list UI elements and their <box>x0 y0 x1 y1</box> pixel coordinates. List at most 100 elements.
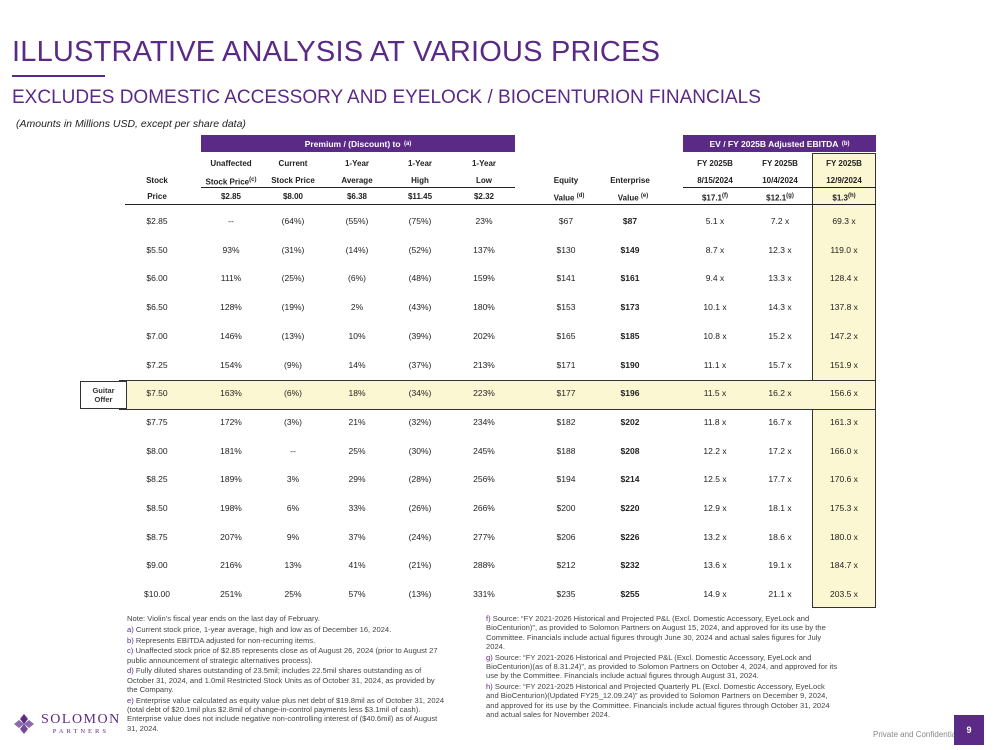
cell-fy2: 13.3 x <box>768 273 792 284</box>
cell-high: (32%) <box>408 416 432 427</box>
cell-fy1: 8.7 x <box>705 244 725 255</box>
table-row: $2.85 -- (64%) (55%) (75%) 23% $67 $87 5.1 x 7.2 … <box>0 207 999 236</box>
hdr-current-l2: Stock Price <box>271 176 315 185</box>
cell-avg: 10% <box>348 330 366 341</box>
cell-equity: $177 <box>556 388 576 399</box>
ev-banner: EV / FY 2025B Adjusted EBITDA (b) <box>683 135 876 152</box>
cell-enterprise: $226 <box>620 531 640 542</box>
table-row: $6.00 111% (25%) (6%) (48%) 159% $141 $161 9.4 x… <box>0 264 999 293</box>
cell-fy3: 175.3 x <box>830 503 858 513</box>
cell-stock-price: $5.50 <box>146 244 168 255</box>
cell-fy3: 137.8 x <box>830 302 858 313</box>
cell-stock-price: $10.00 <box>144 589 170 600</box>
cell-equity: $194 <box>556 474 576 485</box>
hdr-enterprise-sup: (e) <box>640 193 649 199</box>
cell-high: (28%) <box>408 474 432 485</box>
cell-low: 331% <box>473 589 495 600</box>
cell-fy2: 19.1 x <box>768 560 792 571</box>
cell-current: (19%) <box>281 302 305 313</box>
amounts-note: (Amounts in Millions USD, except per sha… <box>16 118 246 130</box>
table-row: $8.50 198% 6% 33% (26%) 266% $200 $220 12.9 x 18.… <box>0 494 999 523</box>
cell-avg: 29% <box>348 474 366 485</box>
cell-equity: $171 <box>556 359 576 370</box>
table-row: $8.75 207% 9% 37% (24%) 277% $206 $226 13.2 x 18.… <box>0 523 999 552</box>
footnote: b) Represents EBITDA adjusted for non-re… <box>127 636 447 645</box>
hdr-equity-sup: (d) <box>576 193 585 199</box>
cell-avg: 21% <box>348 416 366 427</box>
cell-fy3: 170.6 x <box>830 474 858 485</box>
cell-enterprise: $87 <box>622 216 638 226</box>
cell-fy3: 128.4 x <box>830 273 858 284</box>
cell-equity: $188 <box>556 445 576 456</box>
footnote-key: h) <box>486 682 493 692</box>
hdr-fy2-val: $12.1(g) <box>748 191 812 204</box>
cell-low: 256% <box>473 474 495 485</box>
footnote-key: e) <box>127 695 134 705</box>
cell-current: (6%) <box>284 388 302 399</box>
header-rule-ev <box>683 187 876 188</box>
logo-mark-icon <box>14 714 34 734</box>
footnotes-right: f) Source: “FY 2021-2026 Historical and … <box>486 614 838 721</box>
cell-fy1: 13.2 x <box>703 531 727 542</box>
hdr-high-l1: 1-Year <box>407 159 433 168</box>
hdr-fy2-l2: 10/4/2024 <box>762 176 798 185</box>
cell-fy1: 12.2 x <box>703 445 727 456</box>
cell-unaffected: 181% <box>220 445 242 456</box>
cell-low: 213% <box>473 359 495 370</box>
footnote: d) Fully diluted shares outstanding of 2… <box>127 666 447 694</box>
cell-fy2: 17.7 x <box>768 474 792 485</box>
cell-stock-price: $6.00 <box>146 273 168 284</box>
cell-enterprise: $161 <box>620 273 640 284</box>
cell-fy2: 15.7 x <box>768 359 792 370</box>
cell-current: -- <box>290 445 296 456</box>
cell-low: 223% <box>473 388 495 399</box>
cell-avg: (14%) <box>345 244 369 255</box>
cell-current: (13%) <box>281 330 305 341</box>
cell-fy3: 180.0 x <box>830 531 858 542</box>
cell-unaffected: 216% <box>220 560 242 571</box>
footnote-key: b) <box>127 635 134 645</box>
hdr-avg-val: $6.38 <box>346 192 368 201</box>
hdr-unaffected-l2: Stock Price(c) <box>198 175 264 188</box>
footnote-text: Fully diluted shares outstanding of 23.5… <box>127 666 435 695</box>
table-row: $9.00 216% 13% 41% (21%) 288% $212 $232 13.6 x 19… <box>0 551 999 580</box>
cell-unaffected: 154% <box>220 359 242 370</box>
hdr-enterprise-l3: Value (e) <box>600 191 666 204</box>
cell-high: (37%) <box>408 359 432 370</box>
hdr-stock-l2: Stock <box>146 176 168 185</box>
offer-label-line1: Guitar <box>92 385 115 395</box>
table-row: $8.00 181% -- 25% (30%) 245% $188 $208 12.2 x 17.… <box>0 437 999 466</box>
cell-fy3: 161.3 x <box>830 416 858 427</box>
cell-high: (75%) <box>408 216 432 226</box>
cell-fy2: 17.2 x <box>768 445 792 456</box>
cell-avg: (6%) <box>348 273 366 284</box>
cell-stock-price: $8.25 <box>146 474 168 485</box>
cell-fy2: 21.1 x <box>768 589 792 600</box>
cell-low: 266% <box>473 503 495 513</box>
premium-banner-sup: (a) <box>403 140 412 147</box>
cell-unaffected: 251% <box>220 589 242 600</box>
cell-enterprise: $208 <box>620 445 640 456</box>
confidential-notice: Private and Confidential <box>873 730 958 739</box>
logo-subtext: PARTNERS <box>52 727 109 735</box>
cell-stock-price: $2.85 <box>146 216 168 226</box>
cell-fy1: 11.5 x <box>703 388 727 399</box>
hdr-fy1-val-text: $17.1 <box>701 193 723 203</box>
page-number: 9 <box>954 715 984 745</box>
cell-high: (52%) <box>408 244 432 255</box>
cell-equity: $212 <box>556 560 576 571</box>
footnote-text: Note: Violin’s fiscal year ends on the l… <box>127 614 320 623</box>
cell-low: 159% <box>473 273 495 284</box>
cell-stock-price: $7.50 <box>146 388 168 399</box>
cell-current: 9% <box>286 531 300 542</box>
cell-stock-price: $7.25 <box>146 359 168 370</box>
cell-current: 3% <box>286 474 300 485</box>
table-row: $7.00 146% (13%) 10% (39%) 202% $165 $185 10.8 x… <box>0 322 999 351</box>
table-row: $7.50 163% (6%) 18% (34%) 223% $177 $196 11.5 x 1… <box>0 379 999 408</box>
cell-low: 180% <box>473 302 495 313</box>
cell-stock-price: $7.75 <box>146 416 168 427</box>
hdr-fy2-val-text: $12.1 <box>766 193 787 203</box>
cell-fy2: 18.1 x <box>768 503 792 513</box>
hdr-equity-l3: Value (d) <box>536 191 602 204</box>
cell-stock-price: $7.00 <box>146 330 168 341</box>
